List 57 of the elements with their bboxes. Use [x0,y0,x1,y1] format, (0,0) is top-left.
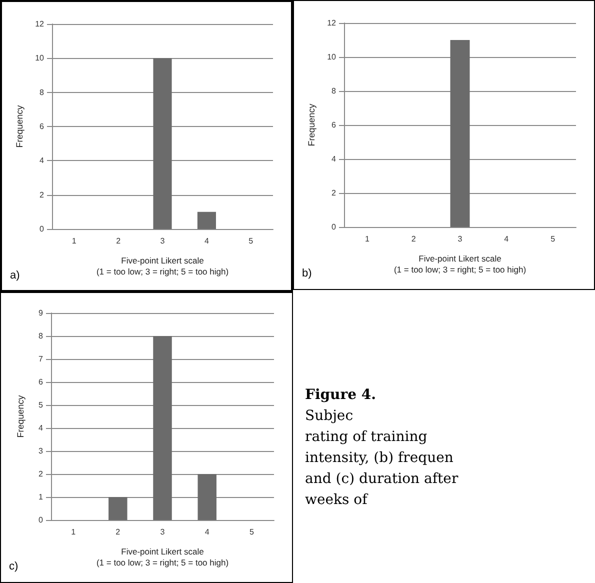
y-axis-title: Frequency [306,103,317,146]
bar [198,474,216,520]
y-tick-label: 2 [332,188,337,198]
y-axis-title: Frequency [14,104,25,148]
y-tick-label: 6 [40,122,45,131]
x-tick-label: 5 [249,528,254,536]
y-tick-label: 4 [332,154,337,164]
y-tick-label: 6 [38,378,44,386]
text: b) [302,268,312,280]
y-tick-label: 5 [38,400,44,410]
text: rating of training [305,429,428,445]
y-tick-label: 8 [40,88,45,97]
y-tick-label: 7 [38,354,44,364]
y-tick-label: 2 [38,470,44,478]
y-tick-label: 4 [40,156,45,166]
y-tick-label: 8 [332,86,337,96]
x-tick-label: 1 [364,234,370,244]
y-tick-label: 6 [332,120,337,130]
y-tick-label: 12 [35,20,45,28]
text: Subjec [305,408,354,424]
x-tick-label: 2 [116,236,122,246]
x-tick-label: 1 [72,236,77,246]
y-tick-label: 10 [327,52,337,62]
x-tick-label: 3 [160,236,166,246]
y-tick-label: 12 [327,18,337,28]
y-axis-title: Frequency [16,394,26,438]
y-tick-label: 9 [38,308,44,318]
y-tick-label: 1 [38,492,44,502]
x-axis-title: Five-point Likert scale (1 = too low; 3 = right; 5 = too high) [394,254,526,274]
bar [108,497,128,520]
x-tick-label: 5 [550,234,556,244]
text: intensity, (b) frequen [305,450,454,466]
text: a) [10,270,20,282]
y-tick-label: 0 [38,516,44,524]
y-tick-label: 4 [38,424,44,432]
x-tick-label: 2 [411,234,416,244]
y-tick-label: 0 [40,224,45,234]
y-tick-label: 2 [40,190,45,200]
x-tick-label: 4 [204,236,210,246]
text: c) [9,560,18,572]
y-tick-label: 10 [35,54,45,63]
text: Figure 4. [305,387,376,403]
y-tick-label: 8 [38,332,44,340]
x-tick-label: 1 [71,528,76,536]
x-tick-label: 3 [458,234,463,244]
x-tick-label: 4 [204,528,210,536]
y-tick-label: 0 [332,222,337,232]
x-tick-label: 2 [116,528,121,536]
x-tick-label: 4 [504,234,510,244]
y-tick-label: 3 [38,446,44,456]
text: and (c) duration after [305,471,458,487]
bar [153,336,172,520]
x-tick-label: 3 [160,528,166,536]
x-axis-title: Five-point Likert scale (1 = too low; 3 = right; 5 = too high) [96,546,229,568]
x-tick-label: 5 [248,236,254,246]
x-axis-title: Five-point Likert scale (1 = too low; 3 = right; 5 = too high) [96,256,229,276]
text: weeks of [305,492,368,508]
